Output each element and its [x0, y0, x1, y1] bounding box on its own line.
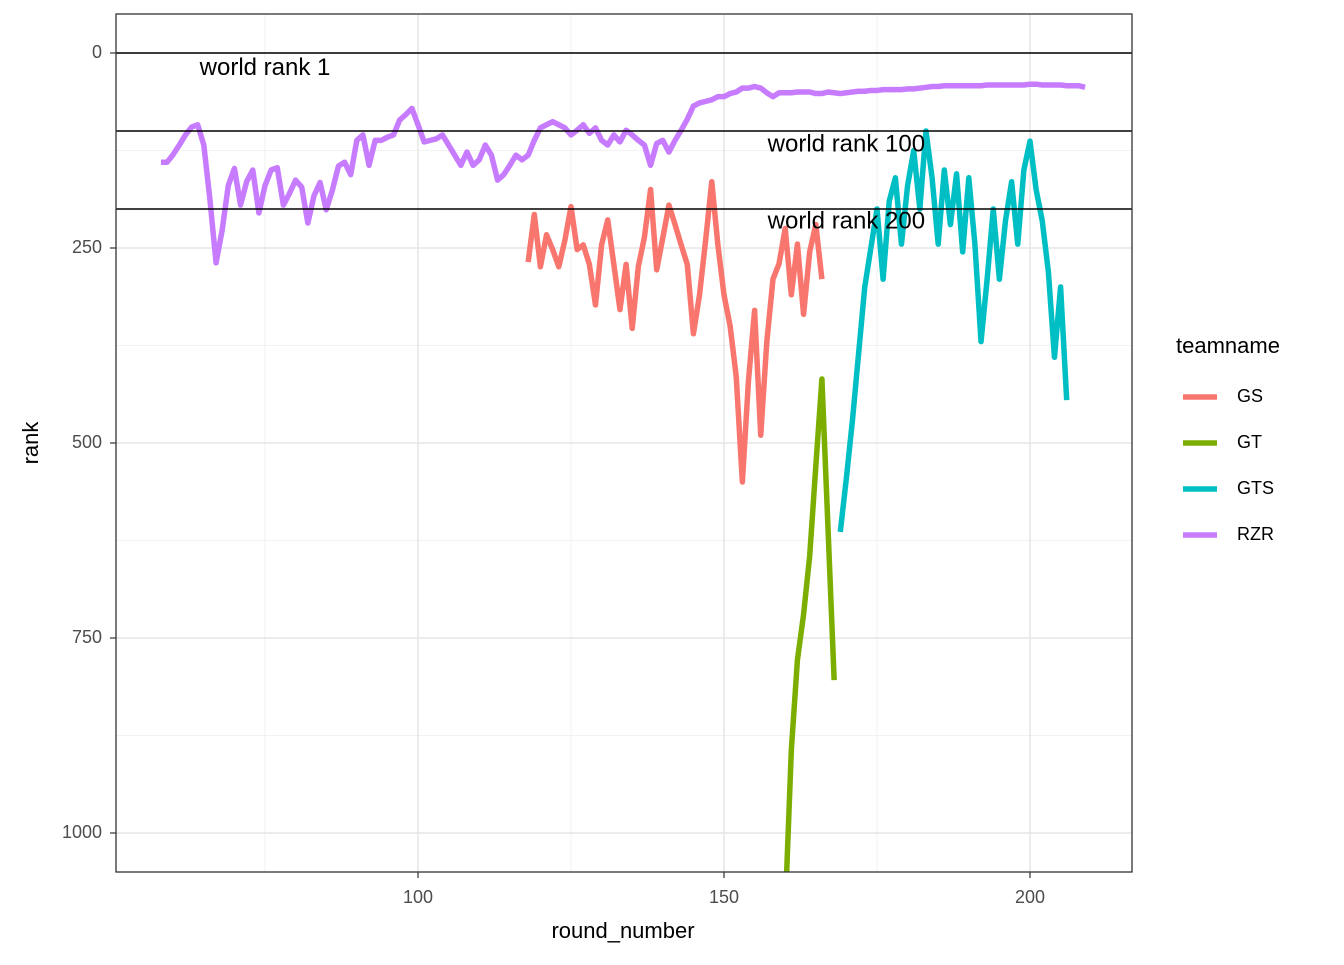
x-tick-label: 100: [403, 887, 433, 907]
y-tick-label: 500: [72, 432, 102, 452]
annotation: world rank 100: [767, 130, 925, 157]
series-line: [783, 376, 837, 872]
legend-title: teamname: [1176, 333, 1280, 358]
annotation: world rank 1: [199, 54, 331, 81]
annotation: world rank 200: [767, 208, 925, 235]
series-line: [525, 178, 825, 485]
axes: 100 150 200 0 250 500 750 1000: [62, 42, 1045, 907]
y-tick-label: 1000: [62, 822, 102, 842]
y-tick-label: 250: [72, 237, 102, 257]
x-tick-label: 200: [1015, 887, 1045, 907]
x-axis-title: round_number: [551, 918, 694, 943]
series-line: [837, 128, 1070, 533]
y-axis-title: rank: [18, 421, 43, 465]
legend-label: GT: [1237, 432, 1262, 452]
legend-label: GTS: [1237, 478, 1274, 498]
series-line: [160, 81, 1086, 266]
y-tick-label: 0: [92, 42, 102, 62]
legend: teamname GS GT GTS RZR: [1176, 333, 1280, 544]
legend-label: GS: [1237, 386, 1263, 406]
legend-label: RZR: [1237, 524, 1274, 544]
x-tick-label: 150: [709, 887, 739, 907]
y-tick-label: 750: [72, 627, 102, 647]
plot-area: world rank 1 world rank 100 world rank 200: [116, 52, 1132, 872]
